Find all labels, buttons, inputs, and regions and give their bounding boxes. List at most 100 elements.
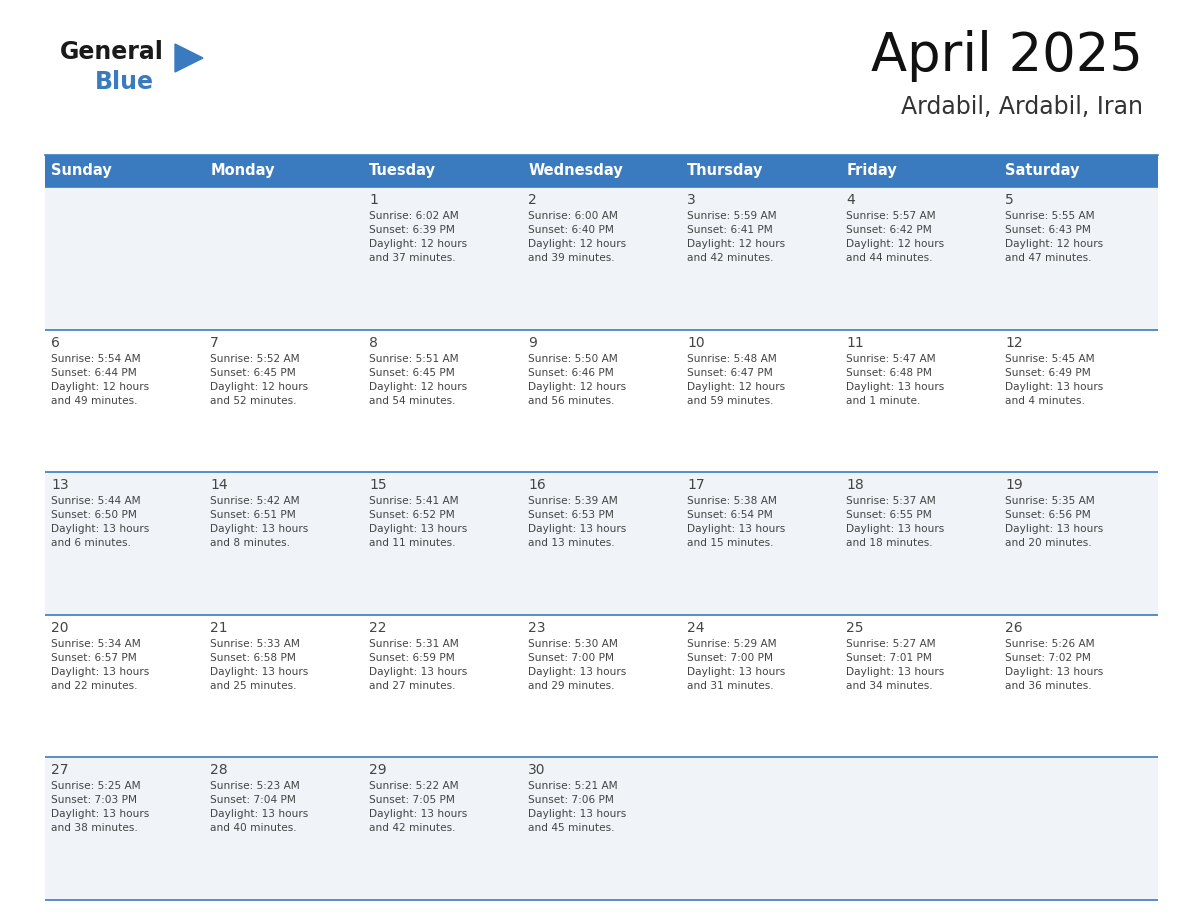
Text: and 22 minutes.: and 22 minutes. [51,681,138,691]
Text: and 18 minutes.: and 18 minutes. [846,538,933,548]
Text: Sunset: 7:04 PM: Sunset: 7:04 PM [210,795,296,805]
Text: 7: 7 [210,336,219,350]
Text: and 42 minutes.: and 42 minutes. [688,253,773,263]
Text: 5: 5 [1005,193,1015,207]
Bar [681,187,840,330]
Text: and 37 minutes.: and 37 minutes. [369,253,456,263]
Text: 25: 25 [846,621,864,635]
Bar [522,330,681,472]
Text: Sunrise: 5:33 AM: Sunrise: 5:33 AM [210,639,301,649]
Text: 6: 6 [51,336,61,350]
Text: 24: 24 [688,621,704,635]
Text: Sunrise: 5:30 AM: Sunrise: 5:30 AM [529,639,618,649]
Text: Tuesday: Tuesday [369,163,436,178]
Text: Sunset: 6:59 PM: Sunset: 6:59 PM [369,653,455,663]
Text: Sunset: 6:46 PM: Sunset: 6:46 PM [529,367,614,377]
Text: Sunrise: 5:51 AM: Sunrise: 5:51 AM [369,353,459,364]
Text: Daylight: 13 hours: Daylight: 13 hours [846,524,944,534]
Bar [522,472,681,615]
Text: Daylight: 13 hours: Daylight: 13 hours [210,524,309,534]
Text: Daylight: 12 hours: Daylight: 12 hours [51,382,150,392]
Text: Daylight: 13 hours: Daylight: 13 hours [51,666,150,677]
Bar [204,330,364,472]
Bar [840,757,999,900]
Text: and 1 minute.: and 1 minute. [846,396,921,406]
Text: Daylight: 12 hours: Daylight: 12 hours [688,239,785,249]
Text: Sunrise: 5:26 AM: Sunrise: 5:26 AM [1005,639,1095,649]
Text: Sunrise: 5:37 AM: Sunrise: 5:37 AM [846,497,936,506]
Text: Sunset: 6:56 PM: Sunset: 6:56 PM [1005,510,1091,521]
Text: Sunday: Sunday [51,163,112,178]
Text: 28: 28 [210,764,228,778]
Bar [45,330,204,472]
Text: 30: 30 [529,764,545,778]
Text: and 4 minutes.: and 4 minutes. [1005,396,1085,406]
Bar [840,330,999,472]
Text: Sunset: 6:58 PM: Sunset: 6:58 PM [210,653,296,663]
Text: Sunset: 6:53 PM: Sunset: 6:53 PM [529,510,614,521]
Text: and 52 minutes.: and 52 minutes. [210,396,297,406]
Text: Sunset: 6:40 PM: Sunset: 6:40 PM [529,225,614,235]
Bar [999,187,1158,330]
Text: Monday: Monday [210,163,274,178]
Text: and 8 minutes.: and 8 minutes. [210,538,290,548]
Text: and 56 minutes.: and 56 minutes. [529,396,615,406]
Text: and 25 minutes.: and 25 minutes. [210,681,297,691]
Text: Sunrise: 5:38 AM: Sunrise: 5:38 AM [688,497,777,506]
Text: 21: 21 [210,621,228,635]
Text: April 2025: April 2025 [871,30,1143,82]
Text: Daylight: 13 hours: Daylight: 13 hours [369,666,468,677]
Bar [999,615,1158,757]
Text: Sunset: 6:45 PM: Sunset: 6:45 PM [369,367,455,377]
Bar [45,615,204,757]
Text: Daylight: 13 hours: Daylight: 13 hours [369,524,468,534]
Bar [681,330,840,472]
Bar [204,155,364,187]
Bar [204,472,364,615]
Text: Daylight: 13 hours: Daylight: 13 hours [1005,382,1104,392]
Text: Sunrise: 5:23 AM: Sunrise: 5:23 AM [210,781,301,791]
Bar [204,187,364,330]
Text: Sunrise: 5:34 AM: Sunrise: 5:34 AM [51,639,141,649]
Text: Sunrise: 5:55 AM: Sunrise: 5:55 AM [1005,211,1095,221]
Text: and 6 minutes.: and 6 minutes. [51,538,131,548]
Text: Sunset: 6:57 PM: Sunset: 6:57 PM [51,653,137,663]
Text: Sunset: 6:52 PM: Sunset: 6:52 PM [369,510,455,521]
Text: Sunrise: 5:35 AM: Sunrise: 5:35 AM [1005,497,1095,506]
Text: Sunset: 6:48 PM: Sunset: 6:48 PM [846,367,933,377]
Text: 18: 18 [846,478,864,492]
Text: Sunrise: 5:22 AM: Sunrise: 5:22 AM [369,781,459,791]
Text: Daylight: 12 hours: Daylight: 12 hours [210,382,309,392]
Text: Sunset: 7:00 PM: Sunset: 7:00 PM [688,653,773,663]
Text: Thursday: Thursday [688,163,764,178]
Text: and 45 minutes.: and 45 minutes. [529,823,615,834]
Bar [204,615,364,757]
Text: Daylight: 13 hours: Daylight: 13 hours [210,666,309,677]
Text: Sunrise: 5:41 AM: Sunrise: 5:41 AM [369,497,459,506]
Bar [522,155,681,187]
Text: Daylight: 12 hours: Daylight: 12 hours [369,239,468,249]
Bar [364,472,522,615]
Text: and 27 minutes.: and 27 minutes. [369,681,456,691]
Text: Sunset: 6:39 PM: Sunset: 6:39 PM [369,225,455,235]
Text: 23: 23 [529,621,545,635]
Text: Wednesday: Wednesday [529,163,624,178]
Text: Blue: Blue [95,70,154,94]
Bar [999,472,1158,615]
Text: Friday: Friday [846,163,897,178]
Text: Ardabil, Ardabil, Iran: Ardabil, Ardabil, Iran [901,95,1143,119]
Text: and 40 minutes.: and 40 minutes. [210,823,297,834]
Text: and 38 minutes.: and 38 minutes. [51,823,138,834]
Bar [999,155,1158,187]
Text: Sunrise: 5:45 AM: Sunrise: 5:45 AM [1005,353,1095,364]
Text: Sunset: 7:05 PM: Sunset: 7:05 PM [369,795,455,805]
Text: and 39 minutes.: and 39 minutes. [529,253,615,263]
Bar [364,615,522,757]
Text: Daylight: 12 hours: Daylight: 12 hours [1005,239,1104,249]
Text: Daylight: 13 hours: Daylight: 13 hours [51,524,150,534]
Text: 15: 15 [369,478,387,492]
Text: and 34 minutes.: and 34 minutes. [846,681,933,691]
Text: Sunrise: 5:31 AM: Sunrise: 5:31 AM [369,639,459,649]
Text: Sunset: 6:43 PM: Sunset: 6:43 PM [1005,225,1092,235]
Text: 13: 13 [51,478,69,492]
